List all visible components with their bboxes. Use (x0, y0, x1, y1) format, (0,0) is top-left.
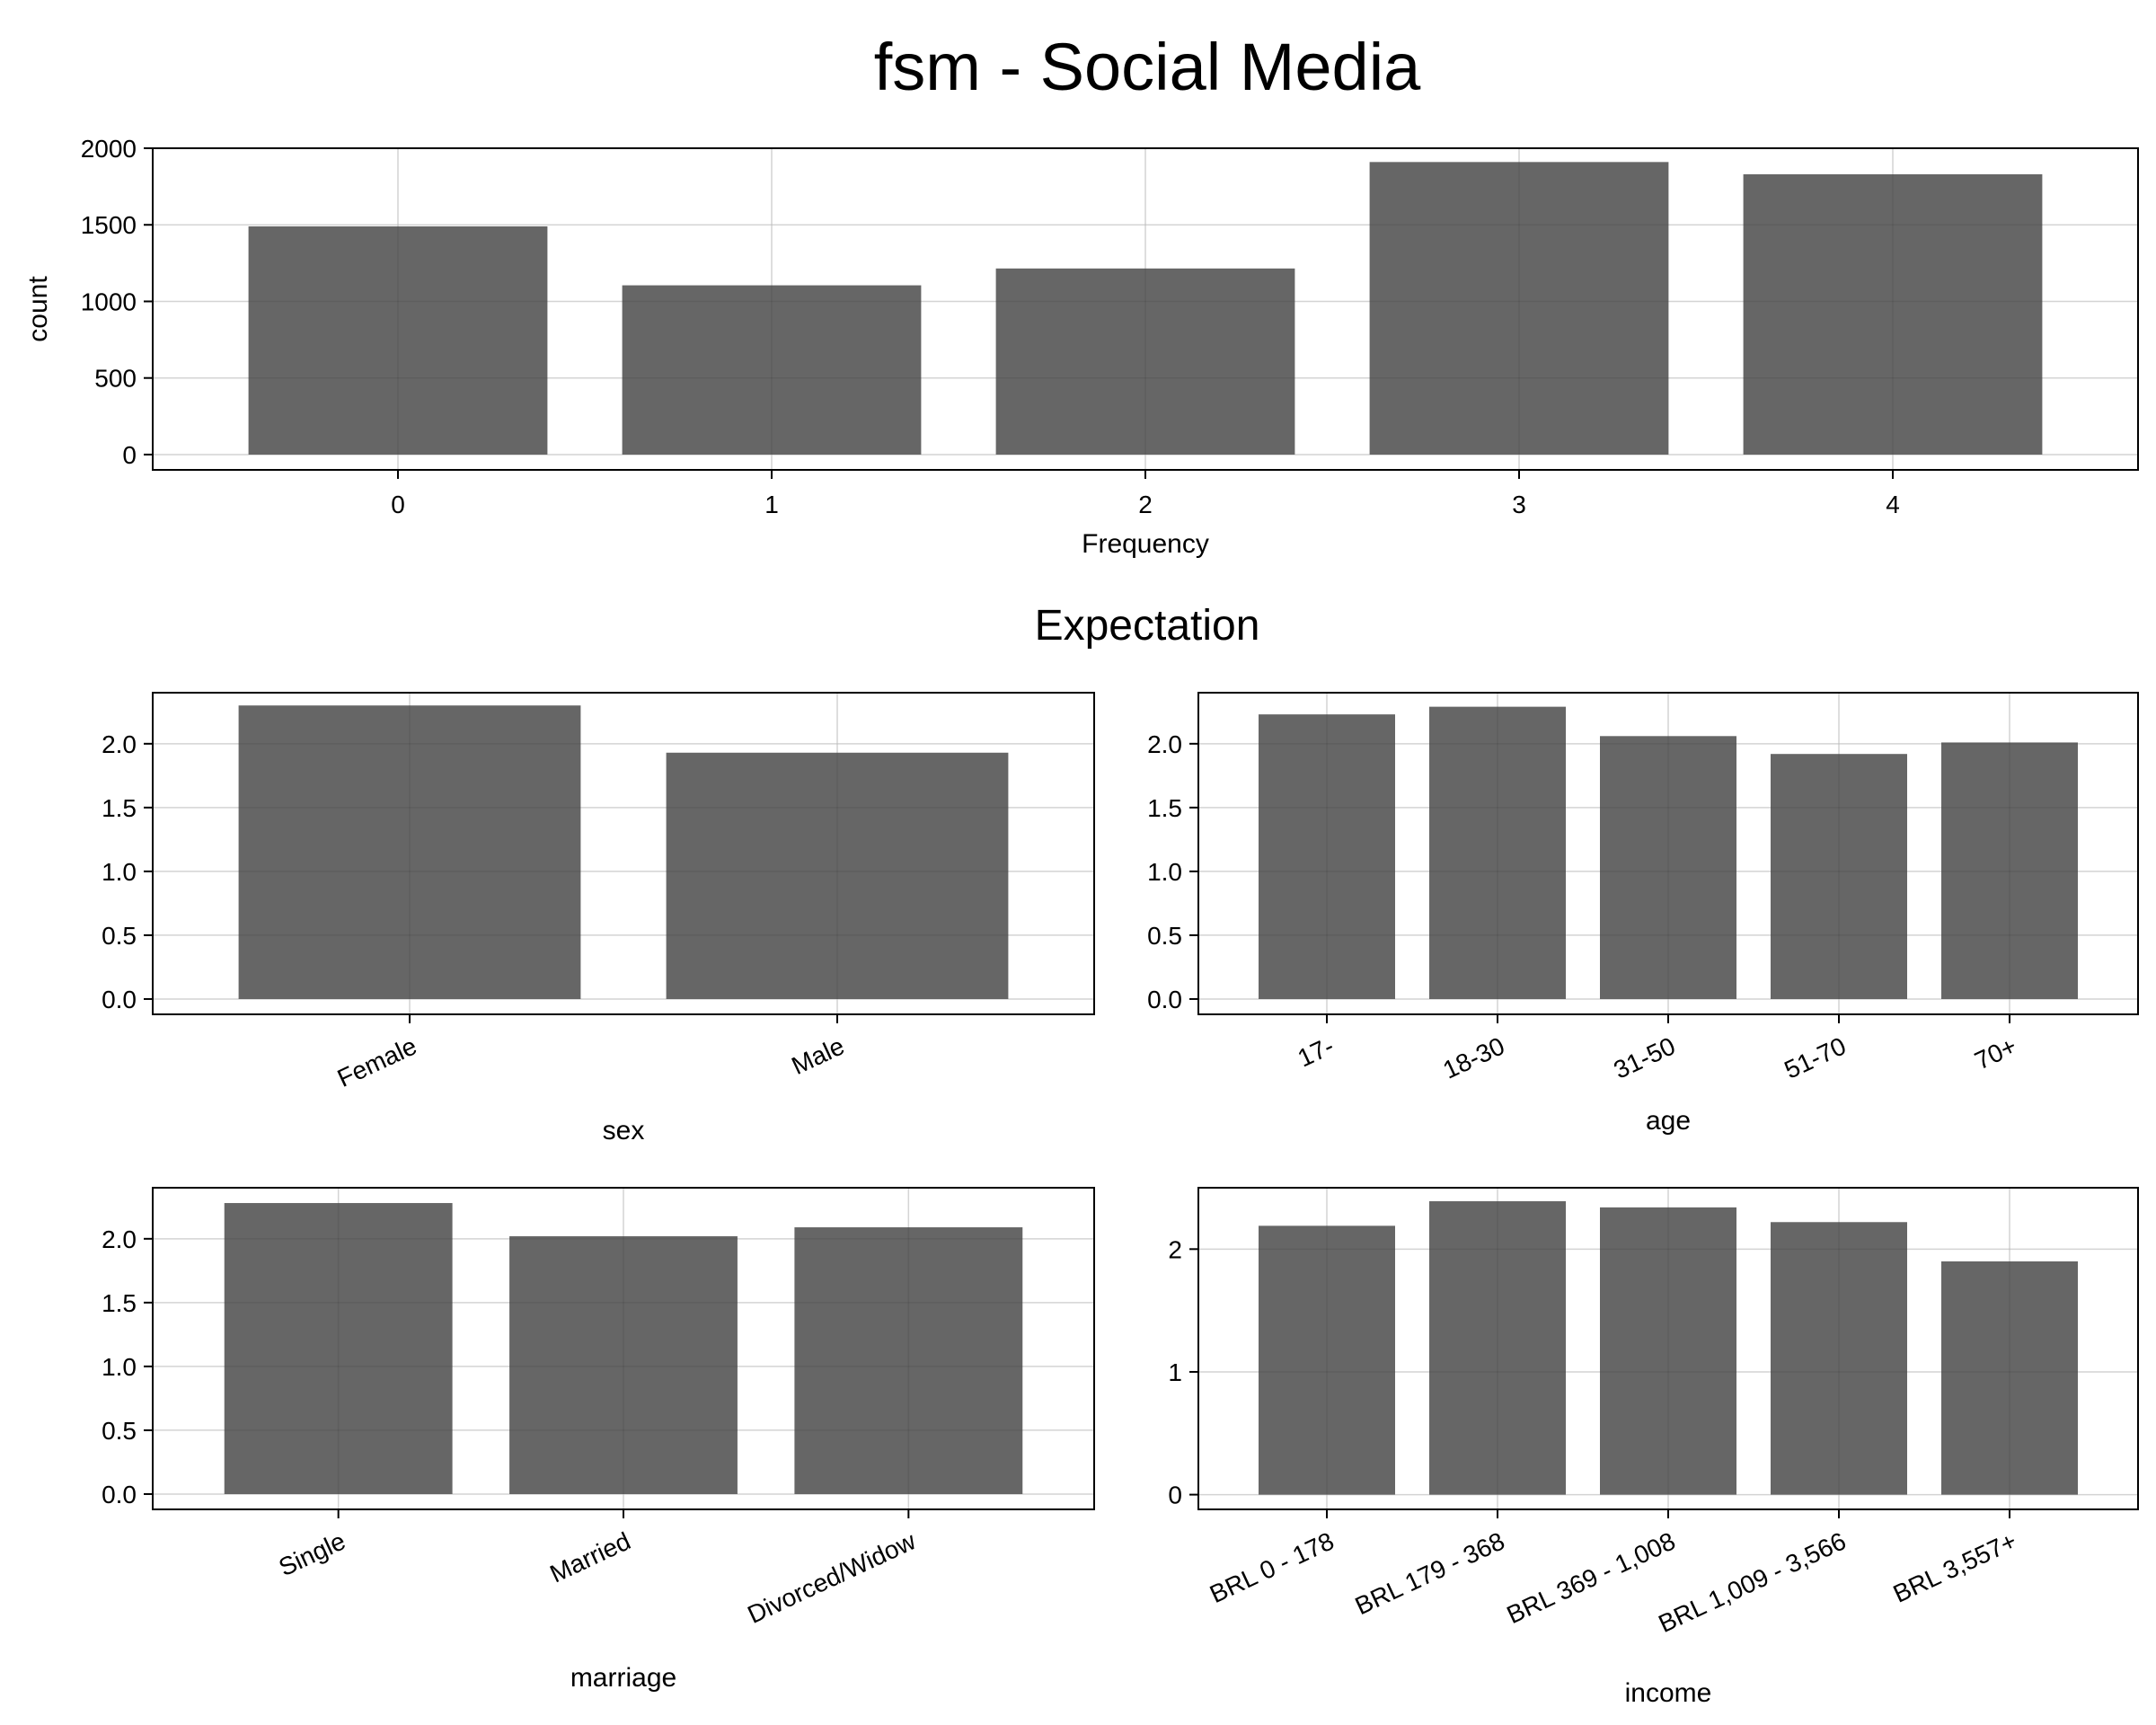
age-bar-4 (1941, 742, 2078, 999)
income-xtick-label-4: BRL 3,557+ (1889, 1526, 2021, 1607)
age-bar-2 (1600, 736, 1736, 999)
income-ytick-label-2: 2 (1168, 1235, 1182, 1263)
age-xtick-label-3: 51-70 (1780, 1031, 1851, 1084)
frequency-x-axis-label: Frequency (1082, 529, 1209, 559)
frequency-bar-0 (248, 226, 548, 455)
income-ytick-label-1: 1 (1168, 1358, 1182, 1386)
marriage-y-axis: 0.0 0.5 1.0 1.5 2.0 (102, 1225, 153, 1508)
age-y-axis: 0.0 0.5 1.0 1.5 2.0 (1147, 730, 1198, 1013)
age-xtick-label-4: 70+ (1970, 1031, 2020, 1075)
frequency-ytick-label-4: 2000 (81, 135, 137, 163)
marriage-ytick-label-3: 1.5 (102, 1289, 137, 1317)
income-bars (1198, 1188, 2138, 1509)
age-ytick-label-2: 1.0 (1147, 858, 1182, 886)
frequency-bar-1 (622, 285, 922, 455)
frequency-chart: 0 500 1000 1500 2000 0 1 2 3 4 Frequency count (23, 135, 2139, 559)
age-ytick-label-4: 2.0 (1147, 730, 1182, 758)
marriage-ytick-label-2: 1.0 (102, 1353, 137, 1381)
age-xtick-label-2: 31-50 (1610, 1031, 1680, 1084)
marriage-bars (153, 1188, 1094, 1509)
age-bar-1 (1429, 706, 1566, 999)
income-bar-3 (1771, 1222, 1907, 1495)
frequency-ytick-label-2: 1000 (81, 288, 137, 315)
age-chart: 0.0 0.5 1.0 1.5 2.0 17- 18-30 31-50 51-70 70+ age (1147, 692, 2139, 1136)
frequency-bar-4 (1743, 173, 2043, 455)
age-bar-3 (1771, 754, 1907, 999)
frequency-xtick-label-1: 1 (764, 491, 779, 518)
income-xtick-label-3: BRL 1,009 - 3,566 (1654, 1526, 1850, 1638)
income-bar-4 (1941, 1261, 2078, 1495)
age-bars (1198, 693, 2138, 1014)
frequency-y-axis-label: count (23, 276, 53, 342)
marriage-bar-2 (794, 1227, 1023, 1494)
income-bar-0 (1259, 1225, 1395, 1495)
marriage-ytick-label-4: 2.0 (102, 1225, 137, 1253)
sex-ytick-label-3: 1.5 (102, 794, 137, 822)
figure-subtitle: Expectation (1035, 602, 1260, 650)
income-bar-1 (1429, 1201, 1566, 1495)
marriage-xtick-label-0: Single (275, 1526, 350, 1581)
marriage-ytick-label-0: 0.0 (102, 1481, 137, 1508)
income-xtick-label-2: BRL 369 - 1,008 (1503, 1526, 1680, 1629)
sex-ytick-label-4: 2.0 (102, 730, 137, 758)
income-x-axis-label: income (1625, 1678, 1712, 1708)
marriage-bar-0 (224, 1203, 453, 1494)
marriage-x-axis: Single Married Divorced/Widow (275, 1509, 921, 1629)
age-ytick-label-3: 1.5 (1147, 794, 1182, 822)
frequency-xtick-label-3: 3 (1512, 491, 1526, 518)
frequency-bar-2 (995, 268, 1295, 455)
marriage-x-axis-label: marriage (570, 1663, 676, 1693)
sex-x-axis: Female Male (333, 1014, 849, 1092)
frequency-x-axis: 0 1 2 3 4 (391, 470, 1900, 518)
frequency-ytick-label-3: 1500 (81, 211, 137, 239)
frequency-ytick-label-1: 500 (94, 365, 137, 393)
marriage-chart: 0.0 0.5 1.0 1.5 2.0 Single Married Divorced/Wid… (102, 1187, 1095, 1693)
sex-bars (153, 693, 1094, 1014)
age-x-axis-label: age (1646, 1106, 1691, 1136)
marriage-ytick-label-1: 0.5 (102, 1417, 137, 1445)
sex-chart: 0.0 0.5 1.0 1.5 2.0 Female Male sex (102, 692, 1095, 1146)
marriage-xtick-label-1: Married (545, 1526, 634, 1588)
income-xtick-label-0: BRL 0 - 178 (1206, 1526, 1339, 1608)
figure-title: fsm - Social Media (874, 30, 1421, 104)
frequency-ytick-label-0: 0 (122, 441, 137, 469)
age-xtick-label-0: 17- (1294, 1031, 1339, 1072)
income-ytick-label-0: 0 (1168, 1482, 1182, 1509)
frequency-xtick-label-4: 4 (1886, 491, 1900, 518)
sex-ytick-label-1: 0.5 (102, 922, 137, 950)
frequency-xtick-label-0: 0 (391, 491, 405, 518)
sex-ytick-label-0: 0.0 (102, 986, 137, 1013)
age-bar-0 (1259, 714, 1395, 999)
frequency-y-axis: 0 500 1000 1500 2000 (81, 135, 153, 469)
sex-x-axis-label: sex (603, 1116, 645, 1146)
sex-xtick-label-1: Male (787, 1031, 848, 1080)
age-ytick-label-1: 0.5 (1147, 922, 1182, 950)
frequency-bars (153, 147, 2138, 470)
age-x-axis: 17- 18-30 31-50 51-70 70+ (1294, 1014, 2021, 1084)
income-bar-2 (1600, 1207, 1736, 1495)
frequency-bar-3 (1369, 162, 1669, 455)
income-xtick-label-1: BRL 179 - 368 (1351, 1526, 1509, 1620)
income-y-axis: 0 1 2 (1168, 1235, 1198, 1509)
sex-plot-frame (152, 692, 1095, 1015)
sex-ytick-label-2: 1.0 (102, 858, 137, 886)
sex-xtick-label-0: Female (333, 1031, 421, 1092)
sex-y-axis: 0.0 0.5 1.0 1.5 2.0 (102, 730, 153, 1013)
sex-bar-0 (238, 705, 581, 999)
age-xtick-label-1: 18-30 (1439, 1031, 1509, 1084)
marriage-xtick-label-2: Divorced/Widow (743, 1526, 920, 1629)
frequency-xtick-label-2: 2 (1138, 491, 1153, 518)
sex-bar-1 (666, 752, 1009, 999)
marriage-bar-1 (509, 1235, 738, 1494)
age-ytick-label-0: 0.0 (1147, 986, 1182, 1013)
